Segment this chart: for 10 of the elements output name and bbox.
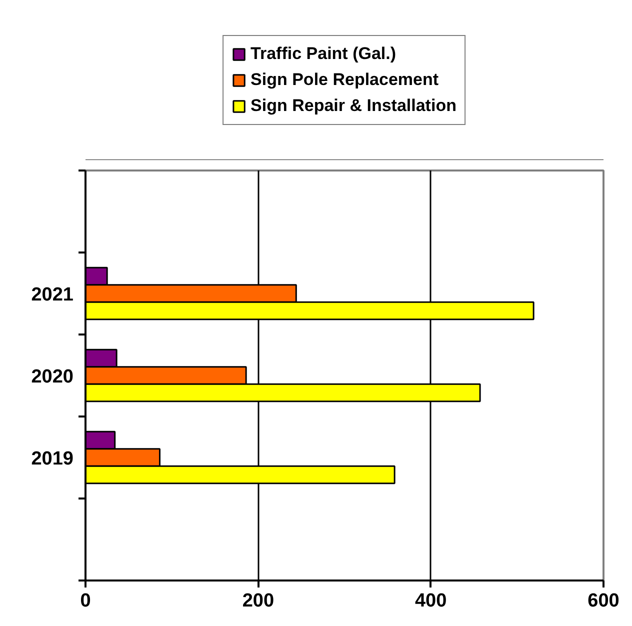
y-tick-label: 2020 — [31, 366, 74, 388]
legend-label: Sign Pole Replacement — [250, 70, 439, 90]
y-tick-label: 2021 — [31, 284, 74, 306]
legend-label: Sign Repair & Installation — [250, 96, 456, 116]
x-tick-label: 600 — [588, 590, 620, 612]
y-tick-label: 2019 — [31, 448, 74, 470]
x-tick-label: 200 — [242, 590, 274, 612]
legend-label: Traffic Paint (Gal.) — [250, 44, 396, 64]
x-tick-label: 400 — [414, 590, 447, 612]
x-tick-label: 0 — [80, 590, 91, 612]
